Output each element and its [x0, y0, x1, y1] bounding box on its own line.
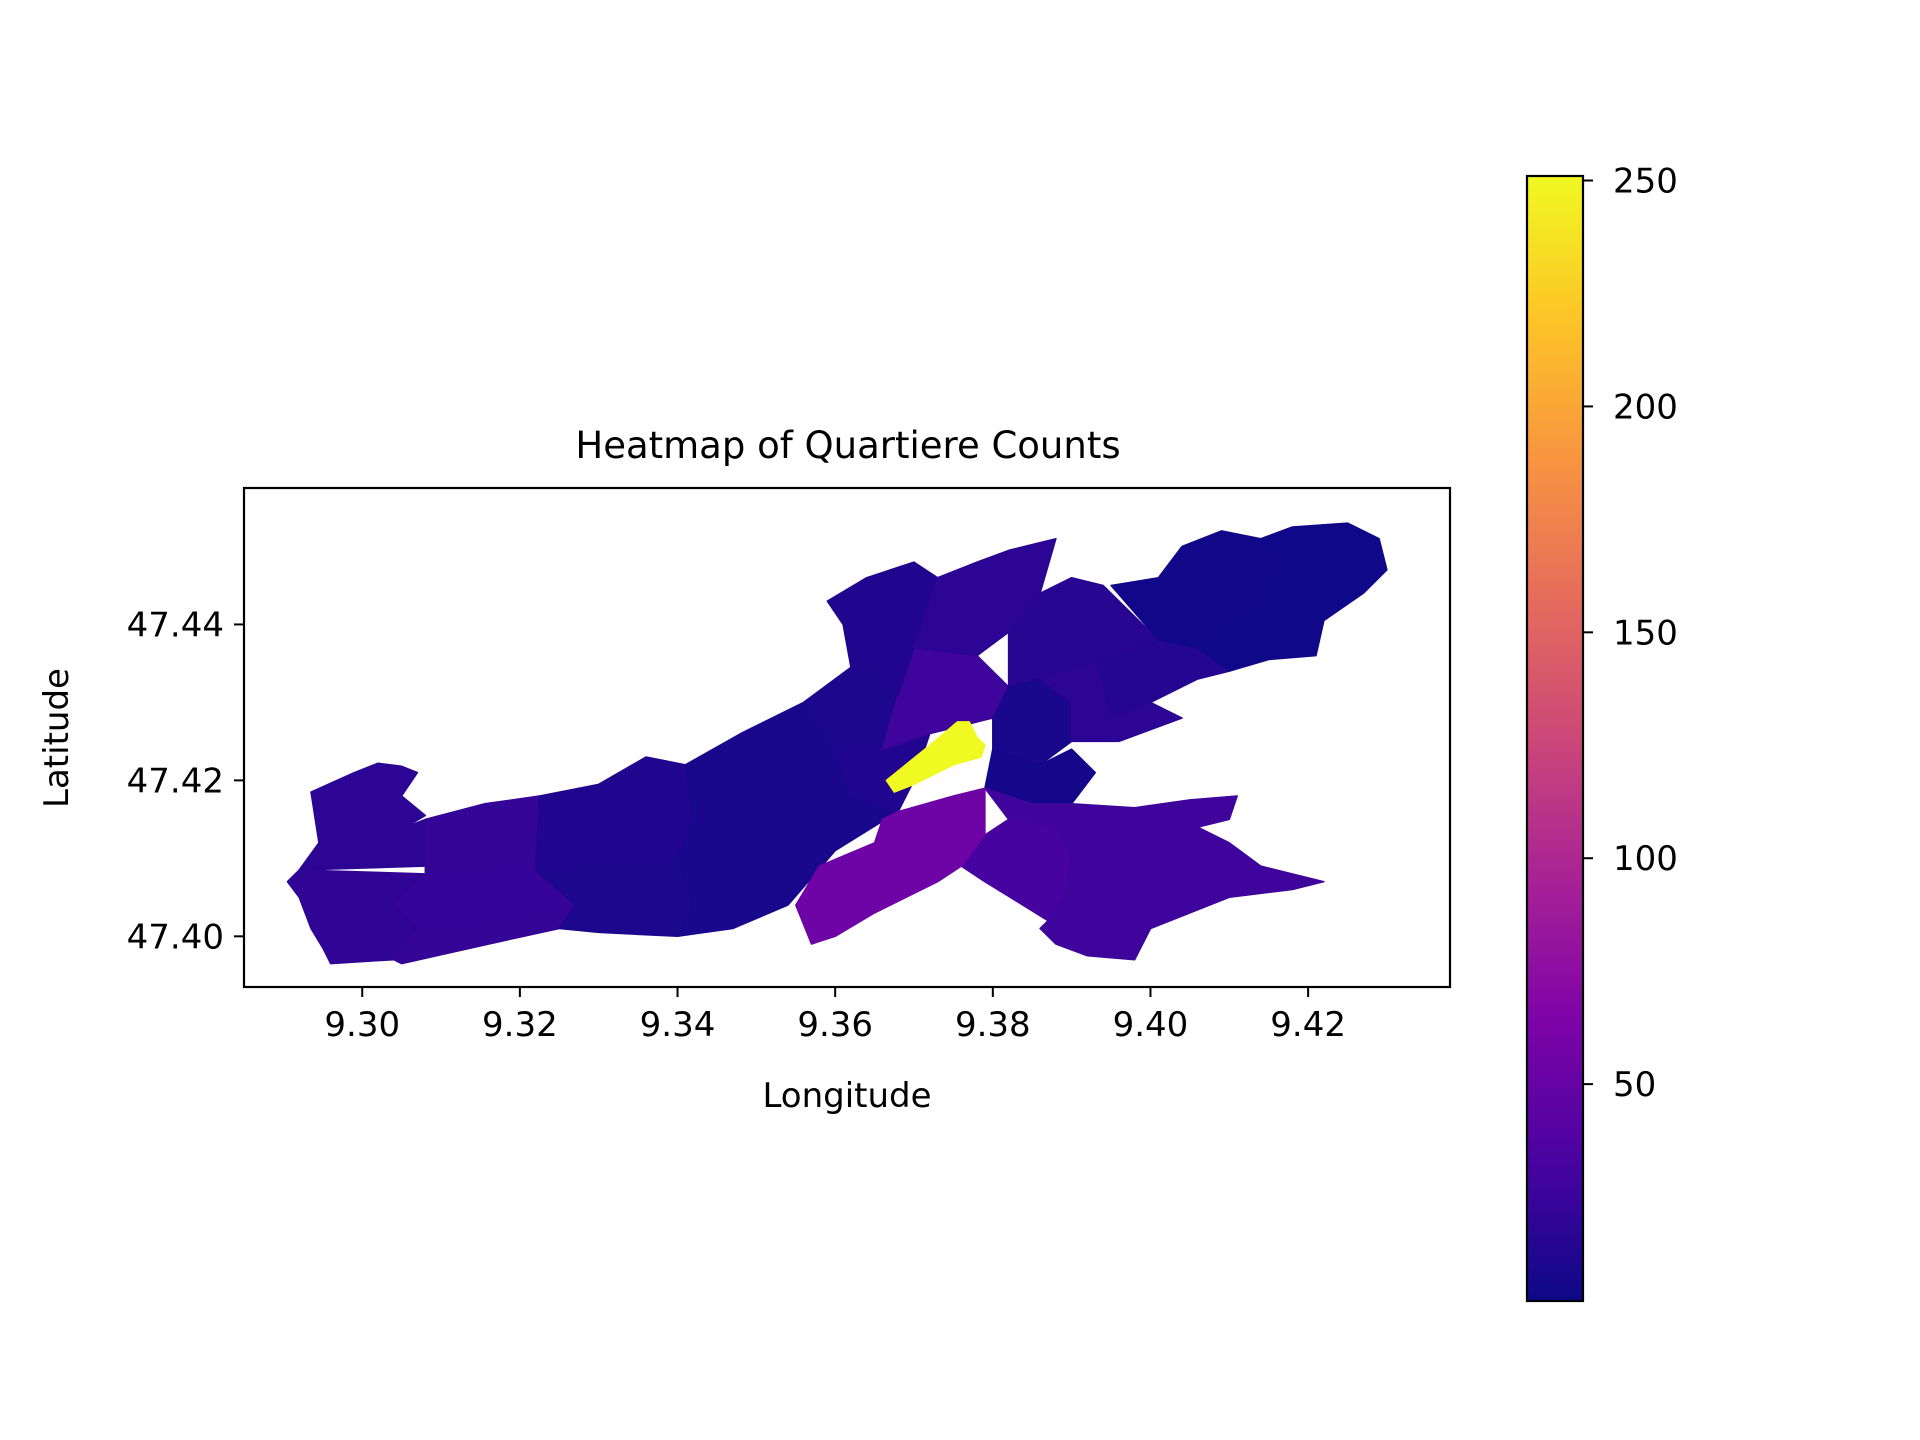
- colorbar: [1525, 174, 1585, 1303]
- colorbar-tick-label: 100: [1613, 839, 1678, 879]
- map-region-7: [393, 904, 576, 965]
- map-region-8: [534, 756, 695, 871]
- y-axis-label: Latitude: [37, 668, 77, 808]
- x-tick-label: 9.40: [1113, 1005, 1189, 1045]
- x-tick-label: 9.30: [324, 1005, 400, 1045]
- map-region-15: [826, 561, 939, 696]
- x-axis-ticks: 9.30 9.32 9.34 9.36 9.38 9.40 9.42: [324, 987, 1346, 1045]
- map-region-3: [424, 795, 541, 875]
- map-region-21: [1039, 662, 1183, 743]
- map-region-29: [885, 721, 986, 793]
- x-tick-label: 9.42: [1270, 1005, 1346, 1045]
- colorbar-tick-label: 250: [1613, 162, 1678, 202]
- map-region-6: [298, 896, 419, 965]
- y-tick-label: 47.44: [127, 605, 224, 645]
- chart-title: Heatmap of Quartiere Counts: [575, 424, 1120, 467]
- colorbar-tick-label: 50: [1613, 1065, 1656, 1105]
- map-regions: [286, 522, 1388, 965]
- x-axis-label: Longitude: [762, 1076, 931, 1116]
- colorbar-ticks: 50 100 150 200 250: [1583, 162, 1678, 1105]
- y-tick-label: 47.40: [127, 917, 224, 957]
- map-region-27: [1039, 857, 1152, 961]
- map-region-11: [676, 795, 899, 938]
- x-tick-label: 9.34: [640, 1005, 716, 1045]
- x-tick-label: 9.38: [955, 1005, 1031, 1045]
- x-tick-label: 9.32: [482, 1005, 558, 1045]
- map-region-28: [795, 787, 986, 945]
- y-axis-ticks: 47.40 47.42 47.44: [127, 605, 244, 957]
- x-tick-label: 9.36: [797, 1005, 873, 1045]
- colorbar-tick-label: 200: [1613, 387, 1678, 427]
- colorbar-tick-label: 150: [1613, 613, 1678, 653]
- plot-frame: [242, 486, 1452, 989]
- y-tick-label: 47.42: [127, 761, 224, 801]
- map-region-23: [1197, 522, 1388, 672]
